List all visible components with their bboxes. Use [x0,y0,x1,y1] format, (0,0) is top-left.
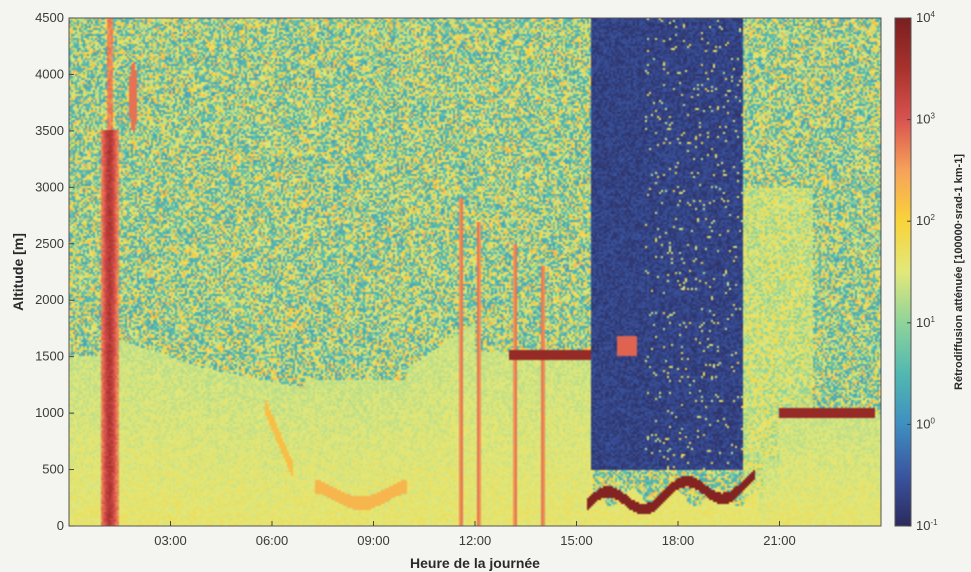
colorbar-tick-label: 102 [916,213,935,228]
x-axis-ticks: 03:00 06:00 09:00 12:00 15:00 18:00 21:00 [154,521,796,548]
colorbar-tick-label: 101 [916,315,935,330]
y-tick-label: 0 [57,518,64,533]
x-tick-label: 06:00 [256,533,289,548]
y-tick-label: 2000 [35,292,64,307]
y-tick-label: 500 [42,462,64,477]
heatmap-plot-area [68,17,882,527]
y-axis-label: Altitude [m] [10,233,26,311]
y-tick-label: 1500 [35,349,64,364]
y-tick-label: 3000 [35,179,64,194]
x-axis-label: Heure de la journée [410,555,540,571]
y-tick-label: 4500 [35,10,64,25]
backscatter-heatmap [69,18,881,526]
x-tick-label: 09:00 [357,533,390,548]
x-tick-label: 15:00 [560,533,593,548]
y-axis-ticks: 0 500 1000 1500 2000 2500 3000 3500 4000 4500 [35,10,74,533]
y-tick-label: 1000 [35,405,64,420]
colorbar-tick-label: 10-1 [916,518,938,533]
y-tick-label: 2500 [35,236,64,251]
colorbar-gradient [894,17,912,527]
colorbar-tick-label: 100 [916,416,935,431]
x-tick-label: 03:00 [154,533,187,548]
y-tick-label: 3500 [35,123,64,138]
x-tick-label: 21:00 [763,533,796,548]
colorbar-tick-label: 103 [916,112,935,127]
y-tick-label: 4000 [35,66,64,81]
x-tick-label: 18:00 [662,533,695,548]
colorbar-ticks: 10-1 100 101 102 103 104 [907,10,938,533]
x-tick-label: 12:00 [459,533,492,548]
colorbar: 10-1 100 101 102 103 104 Rétrodiffusion attén… [894,10,965,533]
colorbar-tick-label: 104 [916,10,935,25]
colorbar-label: Rétrodiffusion atténuée [100000·srad-1 k… [953,154,965,390]
